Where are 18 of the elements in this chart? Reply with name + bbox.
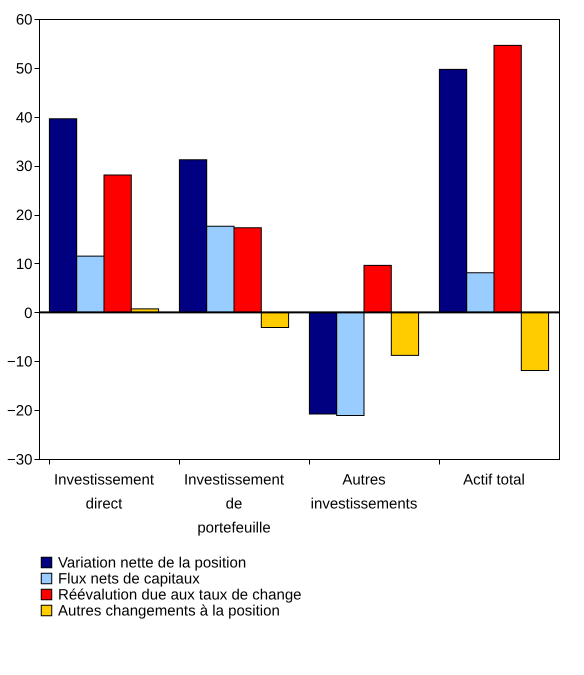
legend-label: Autres changements à la position [58, 602, 280, 620]
y-tick-label: −20 [7, 402, 32, 420]
legend-label: Réévalution due aux taux de change [58, 586, 302, 604]
x-tick-label: Investissement de portefeuille [184, 472, 285, 536]
y-tick-label: 20 [16, 207, 32, 224]
x-tick-label: Autres investissements [310, 472, 418, 512]
y-tick-label: 10 [16, 256, 32, 273]
y-tick-label: 0 [24, 304, 32, 322]
x-tick-label: Actif total [463, 472, 525, 488]
legend-label: Flux nets de capitaux [58, 570, 200, 588]
x-tick-label: Investissement direct [54, 472, 155, 512]
y-tick-label: −30 [7, 452, 32, 468]
y-tick-label: 40 [16, 109, 32, 126]
y-tick-label: 60 [16, 12, 32, 28]
y-tick-label: 50 [16, 60, 32, 78]
legend-label: Variation nette de la position [58, 554, 246, 572]
y-tick-label: 30 [16, 158, 32, 176]
y-tick-label: −10 [7, 354, 32, 371]
